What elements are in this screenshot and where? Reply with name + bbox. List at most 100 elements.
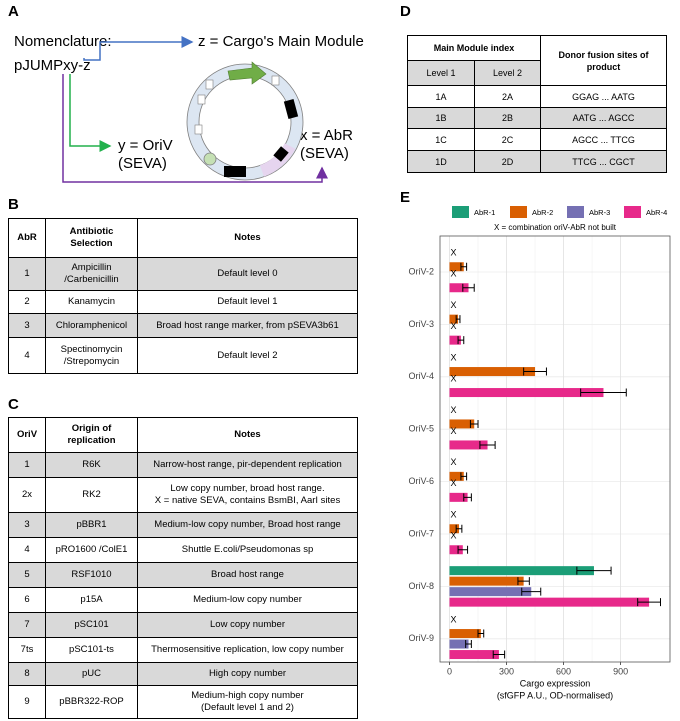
y-tick-label: OriV-3 [408,319,434,329]
header-cell: Donor fusion sites of product [540,35,667,86]
y-arrow [69,74,112,152]
error-bar [637,598,661,607]
table-row: 4 Spectinomycin/Strepomycin Default level … [8,337,358,374]
table-b: AbR Antibiotic Selection Notes 1 Ampicillin/C… [8,218,358,374]
table-cell: Broad host range [137,562,358,588]
header-cell: OriV [8,417,46,453]
not-built-marker: X [451,531,457,541]
y-tick-label: OriV-9 [408,633,434,643]
error-bar [460,472,468,481]
table-cell: Default level 2 [137,337,358,374]
bar [449,576,524,586]
subheader-cell: Level 1 [407,60,475,86]
table-cell: 2A [473,85,542,108]
table-row: 4 pRO1600 /ColE1 Shuttle E.coli/Pseudomona… [8,537,358,563]
error-bar [455,524,463,533]
table-cell-line: Low copy number, broad host range. [170,483,325,494]
y-definition: (SEVA) [118,155,167,172]
bar [449,566,594,576]
error-bar [479,440,496,449]
error-bar [492,650,506,659]
y-tick-label: OriV-5 [408,424,434,434]
table-cell: Spectinomycin/Strepomycin [45,337,138,374]
table-cell: Broad host range marker, from pSEVA3b61 [137,313,358,338]
legend-swatch [567,206,584,218]
x-tick-label: 0 [447,666,452,676]
plot-border [439,235,671,663]
table-cell: 1A [407,85,475,108]
bar [449,639,469,649]
table-row: 2x RK2 Low copy number, broad host range. X… [8,477,358,513]
table-cell: RSF1010 [45,562,138,588]
x-tick-label: 300 [499,666,514,676]
panel-label: D [400,3,411,20]
error-bar [469,419,479,428]
table-row: 3 Chloramphenicol Broad host range marker,… [8,313,358,338]
bar [449,335,461,345]
table-row: 1D 2D TTCG ... CGCT [407,150,667,173]
not-built-marker: X [451,510,457,520]
table-row: 5 RSF1010 Broad host range [8,562,358,588]
bar [449,545,463,555]
error-bar [521,587,542,596]
table-cell: 1 [8,257,46,291]
table-cell: 3 [8,512,46,538]
table-cell: pSC101 [45,612,138,638]
legend-label: AbR-3 [589,208,610,217]
not-built-marker: X [451,300,457,310]
table-cell: 9 [8,685,46,719]
header-cell-line: replication [67,435,116,446]
table-row: 1A 2A GGAG ... AATG [407,85,667,108]
header-cell: Main Module index [406,35,542,61]
bar [449,262,464,272]
legend-label: AbR-1 [474,208,495,217]
table-cell: AATG ... AGCC [540,107,667,129]
table-cell: R6K [45,452,138,478]
chart-note: X = combination oriV-AbR not built [494,223,617,232]
not-built-marker: X [451,373,457,383]
x-axis-title: (sfGFP A.U., OD-normalised) [497,690,613,700]
bar [449,650,499,660]
error-bar [457,545,469,554]
table-cell: 1D [407,150,475,173]
table-cell: 7 [8,612,46,638]
x-definition: x = AbR [300,127,353,144]
table-cell: Thermosensitive replication, low copy nu… [137,637,358,663]
table-d: Main Module index Donor fusion sites of p… [406,35,667,173]
y-tick-label: OriV-4 [408,371,434,381]
bar [449,283,469,293]
error-bar [460,262,468,271]
table-cell: Medium-high copy number (Default level 1 … [137,685,358,719]
header-row: Main Module index Donor fusion sites of p… [406,35,667,86]
subheader-row: Level 1 Level 2 [407,60,667,86]
legend-label: AbR-2 [532,208,553,217]
header-line: product [586,61,621,72]
z-definition: z = Cargo's Main Module [198,33,364,50]
header-cell: Origin of replication [45,417,138,453]
not-built-marker: X [451,478,457,488]
table-row: 1 R6K Narrow-host range, pir-dependent rep… [8,452,358,478]
y-definition: y = OriV [118,137,173,154]
table-row: 2 Kanamycin Default level 1 [8,290,358,314]
header-line: Donor fusion sites of [558,49,649,60]
not-built-marker: X [451,321,457,331]
y-tick-label: OriV-6 [408,476,434,486]
panel-label: B [8,196,19,213]
bar [449,367,536,377]
bar [449,597,650,607]
not-built-marker: X [451,269,457,279]
table-cell: GGAG ... AATG [540,85,667,108]
error-bar [517,577,530,586]
table-cell: pSC101-ts [45,637,138,663]
table-cell: 8 [8,662,46,686]
header-cell-line: Antibiotic [69,226,114,237]
x-arrow [62,74,328,183]
not-built-marker: X [451,614,457,624]
table-cell: Low copy number, broad host range. X = na… [137,477,358,513]
panel-label: E [400,189,410,206]
header-cell: Antibiotic Selection [45,218,138,258]
panel-label: A [8,3,19,20]
plasmid-name: pJUMPxy-z [14,57,91,74]
